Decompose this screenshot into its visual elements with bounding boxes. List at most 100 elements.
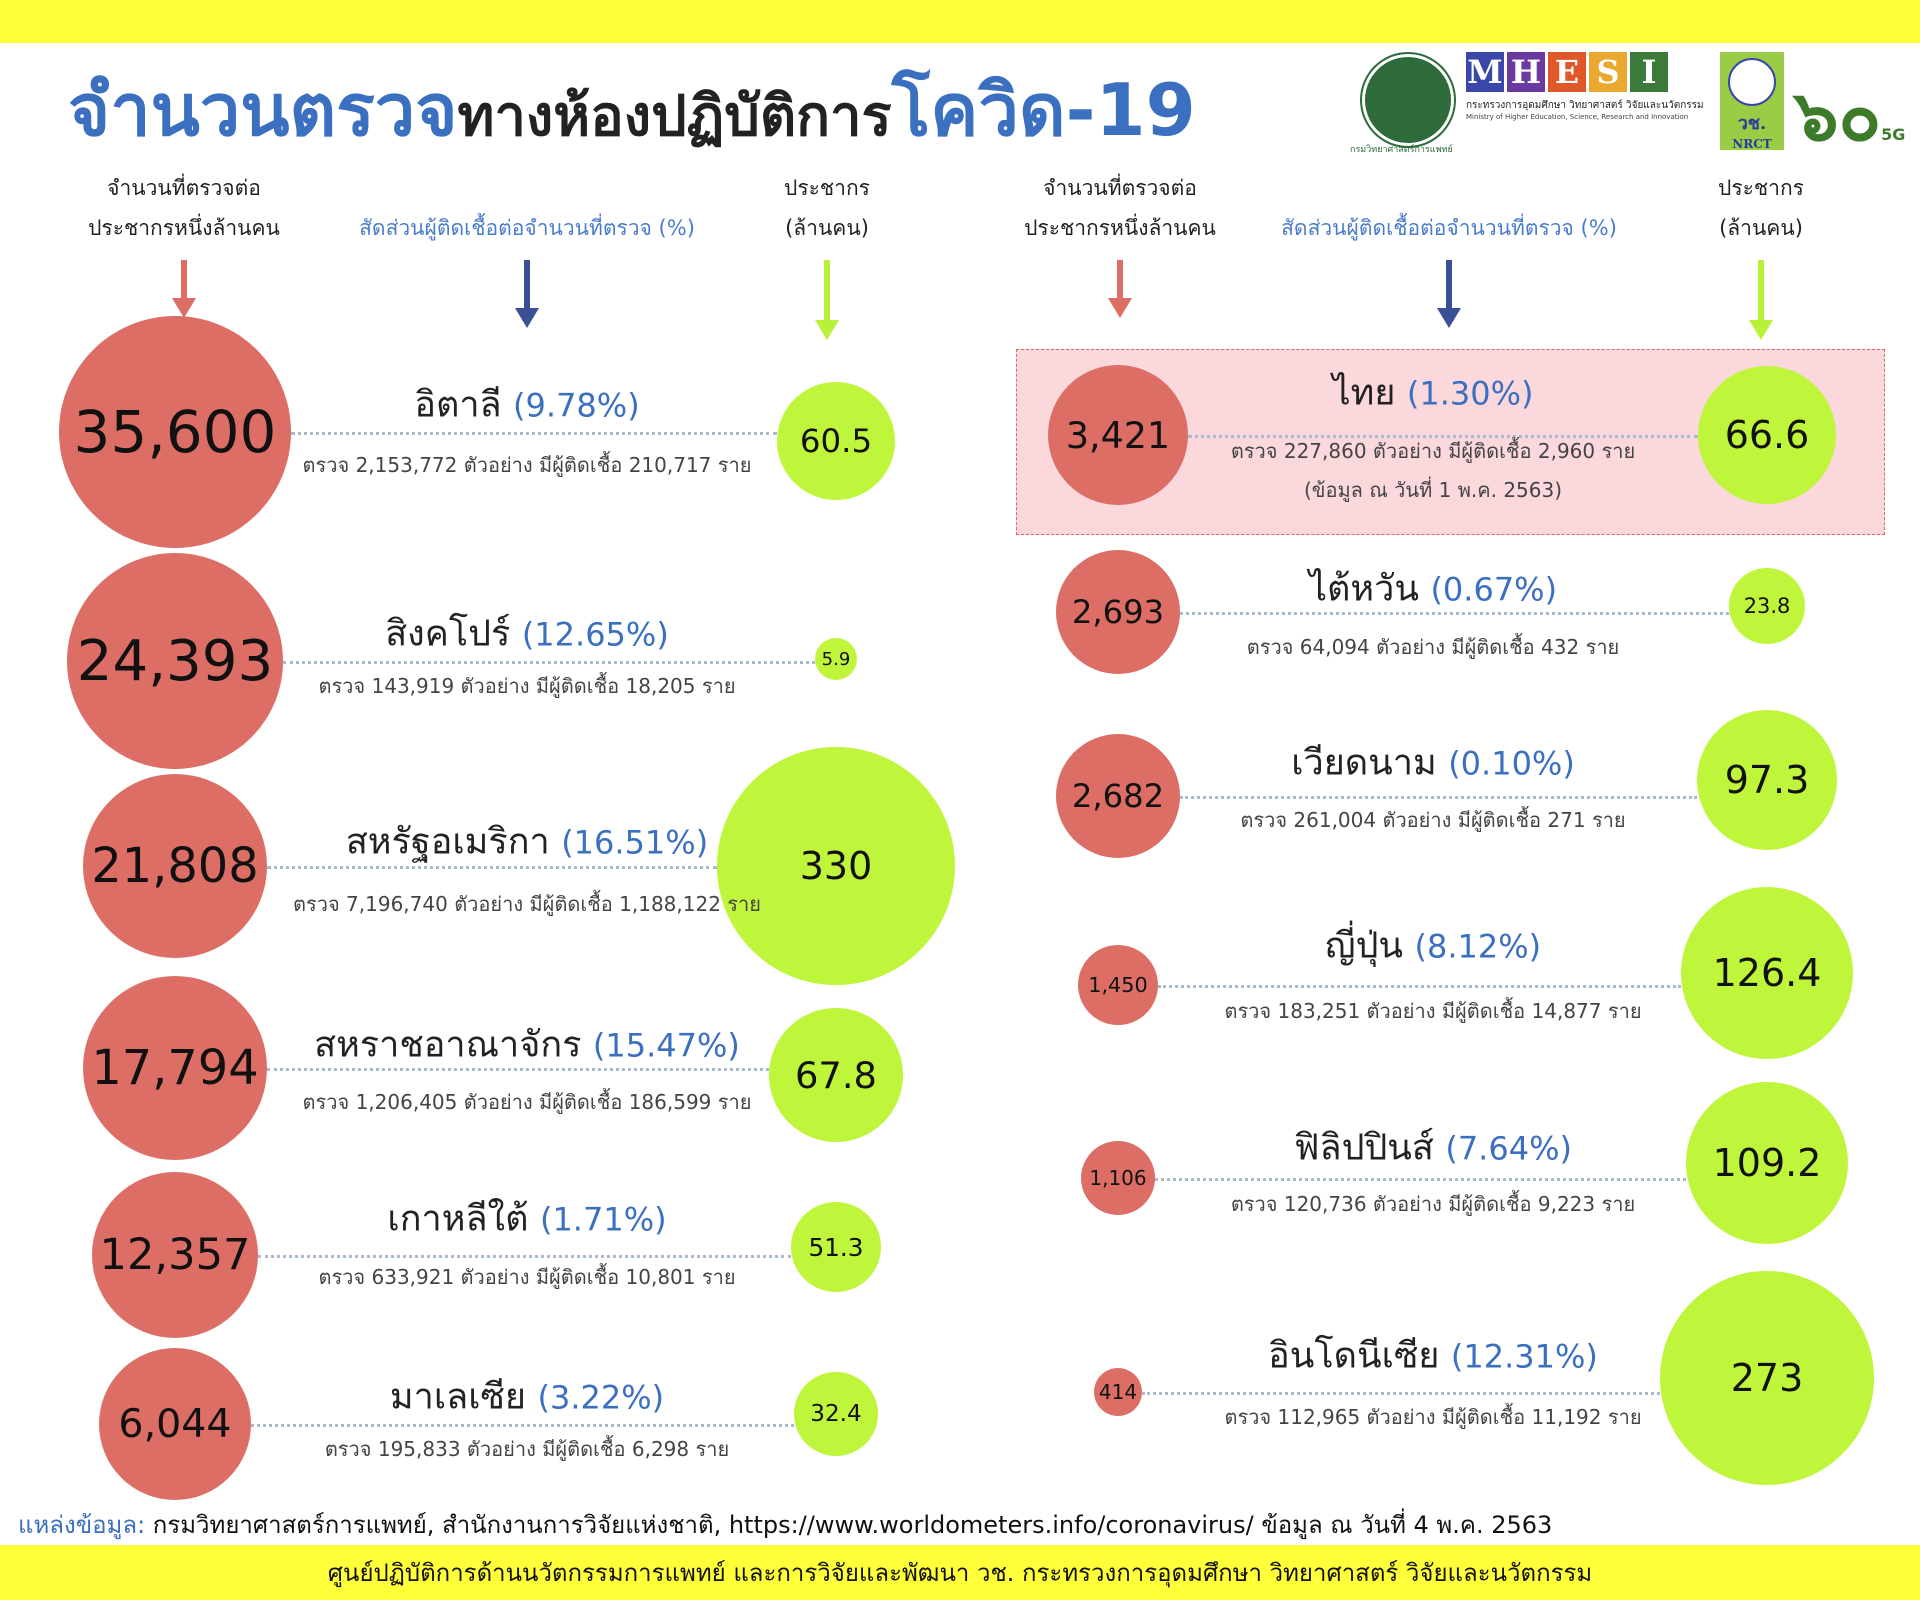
- population-circle: 109.2: [1686, 1082, 1848, 1244]
- country-name: สหรัฐอเมริกา (16.51%): [346, 813, 708, 870]
- mhesi-en: Ministry of Higher Education, Science, R…: [1466, 113, 1689, 121]
- page-title: จำนวนตรวจทางห้องปฏิบัติการโควิด-19: [68, 52, 1196, 167]
- nrct-th: วช.: [1737, 113, 1767, 134]
- header-positive-ratio: สัดส่วนผู้ติดเชื้อต่อจำนวนที่ตรวจ (%): [1281, 216, 1617, 240]
- moph-text: กรมวิทยาศาสตร์การแพทย์: [1350, 145, 1453, 155]
- tests-per-million-circle: 24,393: [67, 553, 283, 769]
- header-line: ประชากร: [784, 176, 870, 200]
- source-label: แหล่งข้อมูล:: [18, 1511, 146, 1539]
- nrct-logo: วช. NRCT: [1720, 52, 1784, 151]
- population-circle: 273: [1660, 1271, 1874, 1485]
- positive-ratio: (1.71%): [539, 1200, 667, 1239]
- positive-ratio: (0.67%): [1430, 570, 1558, 609]
- country-label: ญี่ปุ่น: [1324, 925, 1404, 967]
- country-label: เกาหลีใต้: [387, 1198, 529, 1240]
- down-arrow-icon: [513, 260, 541, 334]
- source-text: กรมวิทยาศาสตร์การแพทย์, สำนักงานการวิจัย…: [152, 1511, 1553, 1539]
- test-detail: ตรวจ 112,965 ตัวอย่าง มีผู้ติดเชื้อ 11,1…: [1224, 1405, 1642, 1429]
- positive-ratio: (3.22%): [537, 1378, 665, 1417]
- country-name: สิงคโปร์ (12.65%): [385, 605, 669, 662]
- mhesi-letter: M: [1466, 52, 1504, 92]
- country-label: เวียดนาม: [1291, 742, 1437, 784]
- nrct-en: NRCT: [1732, 137, 1772, 151]
- down-arrow-icon: [170, 260, 198, 324]
- country-name: สหราชอาณาจักร (15.47%): [314, 1016, 740, 1073]
- anniversary-logo: ๖๐5G: [1794, 74, 1906, 157]
- header-population: ประชากร (ล้านคน): [784, 168, 870, 248]
- test-detail: ตรวจ 64,094 ตัวอย่าง มีผู้ติดเชื้อ 432 ร…: [1246, 635, 1620, 659]
- country-name: มาเลเซีย (3.22%): [390, 1368, 664, 1425]
- header-line: จำนวนที่ตรวจต่อ: [107, 176, 261, 200]
- header-tests-per-million: จำนวนที่ตรวจต่อประชากรหนึ่งล้านคน: [1024, 168, 1216, 248]
- tests-per-million-circle: 12,357: [92, 1172, 258, 1338]
- connector-line: [267, 866, 717, 869]
- test-detail: ตรวจ 227,860 ตัวอย่าง มีผู้ติดเชื้อ 2,96…: [1230, 439, 1636, 463]
- footer-text: ศูนย์ปฏิบัติการด้านนวัตกรรมการแพทย์ และก…: [327, 1559, 1593, 1587]
- positive-ratio: (12.65%): [521, 615, 669, 654]
- header-line: จำนวนที่ตรวจต่อ: [1043, 176, 1197, 200]
- title-part2: ทางห้องปฏิบัติการ: [457, 84, 892, 149]
- country-label: สหรัฐอเมริกา: [345, 821, 550, 863]
- mhesi-letter: S: [1589, 52, 1627, 92]
- test-detail: ตรวจ 120,736 ตัวอย่าง มีผู้ติดเชื้อ 9,22…: [1230, 1192, 1636, 1216]
- test-detail: ตรวจ 183,251 ตัวอย่าง มีผู้ติดเชื้อ 14,8…: [1224, 999, 1642, 1023]
- title-part3: โควิด-19: [891, 68, 1196, 152]
- positive-ratio: (15.47%): [592, 1026, 740, 1065]
- country-label: ไต้หวัน: [1308, 568, 1419, 610]
- header-line: ประชากรหนึ่งล้านคน: [1024, 216, 1216, 240]
- tests-per-million-circle: 1,106: [1081, 1141, 1155, 1215]
- population-circle: 32.4: [794, 1372, 878, 1456]
- header-positive-ratio: สัดส่วนผู้ติดเชื้อต่อจำนวนที่ตรวจ (%): [359, 216, 695, 240]
- population-circle: 126.4: [1681, 887, 1853, 1059]
- connector-line: [251, 1424, 794, 1427]
- country-label: สหราชอาณาจักร: [314, 1024, 582, 1066]
- connector-line: [1158, 985, 1681, 988]
- mhesi-letter: I: [1630, 52, 1668, 92]
- moph-logo: [1362, 54, 1454, 146]
- positive-ratio: (9.78%): [513, 386, 640, 425]
- country-label: อิตาลี: [414, 384, 502, 426]
- positive-ratio: (8.12%): [1414, 927, 1542, 966]
- connector-line: [1142, 1392, 1660, 1395]
- header-line: (ล้านคน): [785, 216, 869, 240]
- country-name: เกาหลีใต้ (1.71%): [387, 1190, 666, 1247]
- header-line: ประชากรหนึ่งล้านคน: [88, 216, 280, 240]
- country-name: เวียดนาม (0.10%): [1291, 734, 1575, 791]
- connector-line: [258, 1255, 791, 1258]
- population-circle: 330: [717, 747, 955, 985]
- connector-line: [283, 661, 815, 664]
- source-line: แหล่งข้อมูล: กรมวิทยาศาสตร์การแพทย์, สำน…: [18, 1505, 1552, 1544]
- test-detail: ตรวจ 195,833 ตัวอย่าง มีผู้ติดเชื้อ 6,29…: [324, 1437, 730, 1461]
- connector-line: [1188, 435, 1698, 438]
- top-banner: [0, 0, 1920, 43]
- down-arrow-icon: [1435, 260, 1463, 334]
- population-circle: 66.6: [1698, 366, 1836, 504]
- down-arrow-icon: [1747, 260, 1775, 346]
- test-detail: ตรวจ 143,919 ตัวอย่าง มีผู้ติดเชื้อ 18,2…: [318, 674, 736, 698]
- tests-per-million-circle: 3,421: [1048, 365, 1188, 505]
- data-date-note: (ข้อมูล ณ วันที่ 1 พ.ค. 2563): [1303, 478, 1563, 502]
- down-arrow-icon: [1106, 260, 1134, 324]
- test-detail: ตรวจ 2,153,772 ตัวอย่าง มีผู้ติดเชื้อ 21…: [302, 453, 752, 477]
- population-circle: 60.5: [777, 382, 895, 500]
- header-line: (ล้านคน): [1719, 216, 1803, 240]
- country-name: ฟิลิปปินส์ (7.64%): [1294, 1119, 1572, 1176]
- country-label: ไทย: [1332, 372, 1396, 414]
- country-name: อิตาลี (9.78%): [414, 376, 639, 433]
- tests-per-million-circle: 6,044: [99, 1348, 251, 1500]
- title-part1: จำนวนตรวจ: [68, 68, 458, 152]
- header-population: ประชากร (ล้านคน): [1718, 168, 1804, 248]
- positive-ratio: (16.51%): [561, 823, 709, 862]
- population-circle: 5.9: [815, 638, 857, 680]
- country-label: มาเลเซีย: [389, 1376, 527, 1418]
- header-tests-per-million: จำนวนที่ตรวจต่อประชากรหนึ่งล้านคน: [88, 168, 280, 248]
- test-detail: ตรวจ 633,921 ตัวอย่าง มีผู้ติดเชื้อ 10,8…: [318, 1265, 736, 1289]
- tests-per-million-circle: 35,600: [59, 316, 291, 548]
- country-name: ไทย (1.30%): [1332, 364, 1533, 421]
- connector-line: [1155, 1178, 1686, 1181]
- country-name: ไต้หวัน (0.67%): [1309, 560, 1557, 617]
- connector-line: [267, 1068, 769, 1071]
- population-circle: 67.8: [769, 1008, 903, 1142]
- footer-banner: ศูนย์ปฏิบัติการด้านนวัตกรรมการแพทย์ และก…: [0, 1545, 1920, 1600]
